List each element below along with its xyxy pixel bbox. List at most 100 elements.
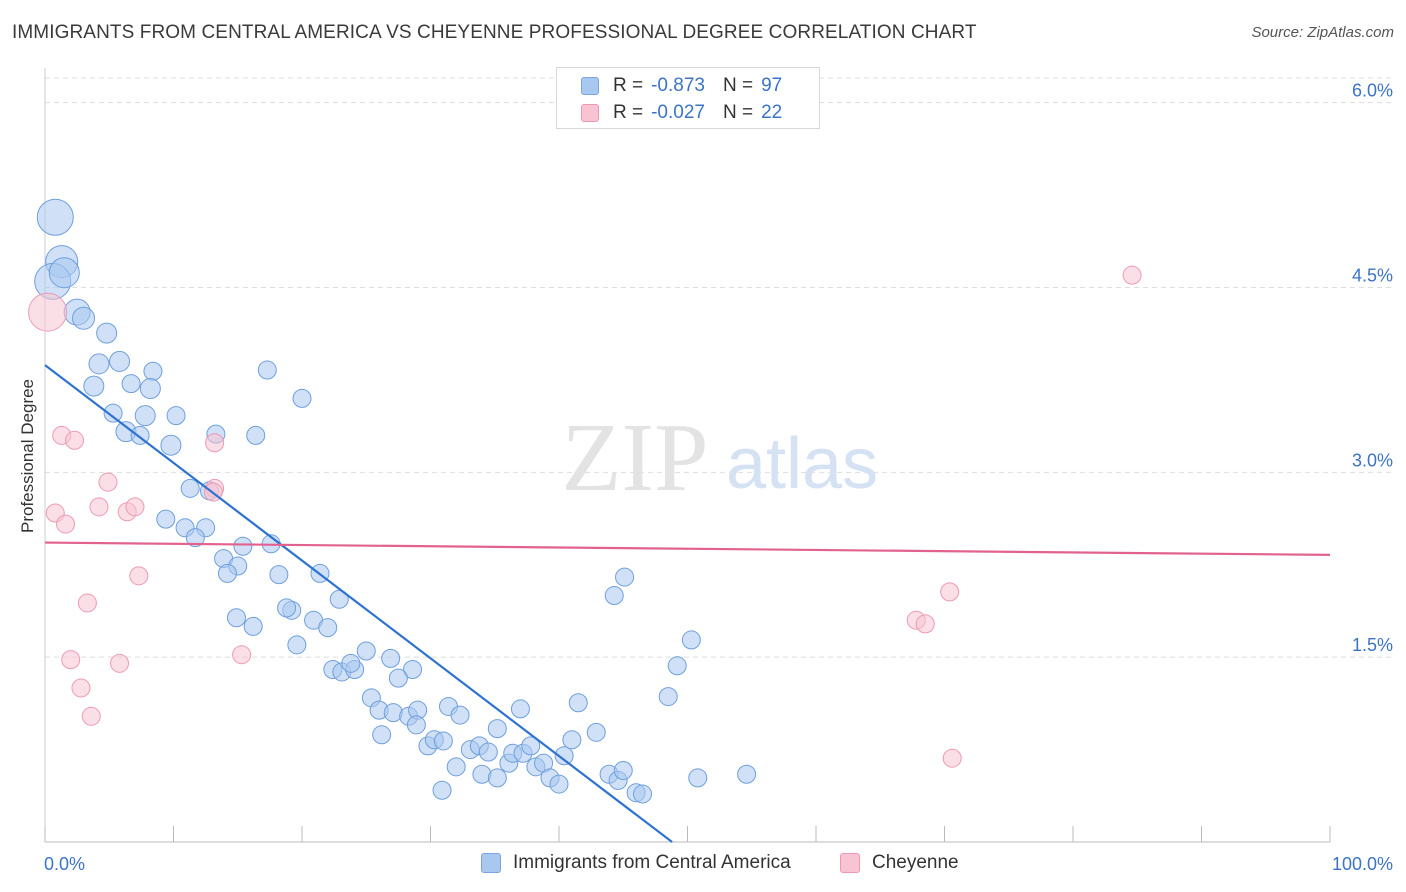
data-point-immigrants [233,536,253,556]
data-point-immigrants [478,742,498,762]
data-point-immigrants [109,350,131,372]
data-point-cheyenne [125,497,145,517]
data-point-immigrants [406,715,426,735]
data-point-immigrants [403,659,423,679]
data-point-cheyenne [61,650,81,670]
legend-n-label: N = [722,75,754,96]
data-point-cheyenne [81,706,101,726]
data-point-cheyenne [205,433,225,453]
data-point-immigrants [549,774,569,794]
data-point-immigrants [139,378,161,400]
data-point-immigrants [226,608,246,628]
legend-r-value: -0.873 [651,75,705,96]
data-point-immigrants [48,257,80,289]
data-point-immigrants [615,567,635,587]
legend-swatch-pink [581,104,599,122]
data-point-immigrants [356,641,376,661]
trend-layer [44,364,1331,843]
data-point-immigrants [36,198,74,236]
data-point-immigrants [83,375,105,397]
data-point-cheyenne [942,748,962,768]
data-point-immigrants [121,374,141,394]
data-point-immigrants [521,736,541,756]
y-tick-label: 1.5% [1352,635,1393,655]
data-point-immigrants [134,405,156,427]
series-swatch-blue [481,853,501,873]
legend-r-label: R = [613,75,644,96]
data-point-immigrants [633,784,653,804]
data-point-cheyenne [28,292,68,332]
data-point-immigrants [96,322,118,344]
data-point-cheyenne [1122,265,1142,285]
y-tick-label: 3.0% [1352,450,1393,470]
data-point-immigrants [143,361,163,381]
series-legend-cheyenne: Cheyenne [840,852,959,874]
data-point-cheyenne [98,472,118,492]
trend-line-immigrants [44,364,673,843]
data-point-immigrants [604,586,624,606]
data-point-immigrants [510,699,530,719]
grid-layer [45,77,1392,658]
data-point-immigrants [166,406,186,426]
data-point-immigrants [681,630,701,650]
data-point-immigrants [433,731,453,751]
data-point-immigrants [667,656,687,676]
points-layer [28,198,1142,804]
data-point-cheyenne [940,582,960,602]
data-point-cheyenne [110,653,130,673]
data-point-immigrants [737,764,757,784]
data-point-immigrants [277,598,297,618]
legend-swatch-blue [581,77,599,95]
data-point-cheyenne [232,645,252,665]
data-point-immigrants [388,668,408,688]
data-point-immigrants [217,563,237,583]
data-point-immigrants [586,722,606,742]
data-point-immigrants [160,434,182,456]
data-point-immigrants [658,687,678,707]
watermark-zip: ZIP [562,404,709,512]
y-tick-label: 6.0% [1352,81,1393,101]
legend-n-value: 97 [761,75,783,96]
data-point-cheyenne [129,566,149,586]
data-point-immigrants [243,616,263,636]
legend-n-value: 22 [761,102,783,123]
data-point-immigrants [72,306,96,330]
data-point-cheyenne [89,497,109,517]
data-point-immigrants [554,746,574,766]
data-point-immigrants [568,693,588,713]
data-point-cheyenne [915,614,935,634]
axis-layer [44,68,1331,843]
legend-r-label: R = [613,102,644,123]
data-point-cheyenne [71,678,91,698]
data-point-immigrants [269,565,289,585]
source-label: Source: ZipAtlas.com [1251,24,1394,41]
series-legend-label: Cheyenne [872,852,959,873]
data-point-immigrants [287,635,307,655]
data-point-immigrants [318,618,338,638]
data-point-immigrants [372,725,392,745]
chart-title: IMMIGRANTS FROM CENTRAL AMERICA VS CHEYE… [12,22,977,43]
data-point-immigrants [180,478,200,498]
correlation-legend: R = -0.873 N = 97 R = -0.027 N = 22 [556,67,820,129]
data-point-immigrants [246,425,266,445]
legend-n-label: N = [722,102,754,123]
watermark-atlas: atlas [726,424,878,504]
y-tick-label: 4.5% [1352,265,1393,285]
series-legend-label: Immigrants from Central America [513,852,791,873]
data-point-immigrants [341,653,361,673]
data-point-immigrants [487,719,507,739]
series-legend-immigrants: Immigrants from Central America [481,852,791,874]
data-point-immigrants [487,768,507,788]
legend-row-immigrants: R = -0.873 N = 97 [581,73,800,99]
x-tick-label: 0.0% [44,854,85,874]
data-point-immigrants [562,730,582,750]
data-point-immigrants [688,768,708,788]
data-point-immigrants [185,528,205,548]
data-point-cheyenne [77,593,97,613]
data-point-immigrants [88,353,110,375]
data-point-immigrants [381,648,401,668]
data-point-immigrants [446,757,466,777]
data-point-immigrants [257,360,277,380]
y-axis-label: Professional Degree [18,378,37,534]
